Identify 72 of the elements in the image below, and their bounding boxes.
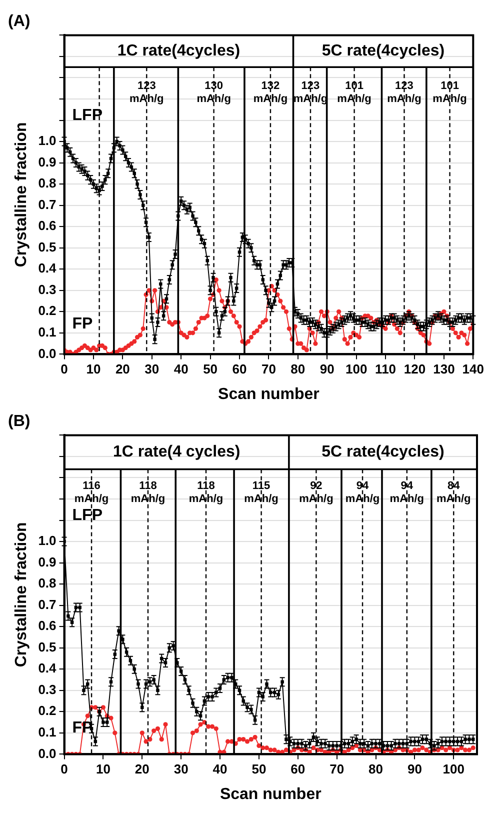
x-tick-label: 80 — [368, 762, 383, 777]
y-tick-label: 0.2 — [38, 703, 56, 718]
annotation: 5C rate(4cycles) — [322, 444, 444, 461]
y-axis-title: Crystalline fraction — [13, 122, 30, 268]
x-tick-label: 110 — [375, 362, 396, 377]
x-tick-label: 50 — [252, 762, 266, 777]
y-tick-label: 0.9 — [38, 154, 56, 170]
x-tick-label: 10 — [96, 762, 110, 777]
y-tick-label: 0.0 — [38, 346, 56, 361]
y-tick-label: 0.0 — [38, 746, 56, 761]
x-tick-label: 40 — [174, 362, 188, 377]
annotation: 101 mAh/g — [432, 80, 467, 106]
x-axis-title: Scan number — [218, 386, 320, 403]
x-tick-label: 70 — [261, 362, 276, 377]
y-tick-label: 0.5 — [38, 639, 56, 654]
x-tick-label: 40 — [212, 762, 228, 777]
annotation: 1C rate(4cycles) — [117, 42, 240, 60]
annotation: 101 mAh/g — [337, 80, 372, 106]
y-tick-label: 0.7 — [38, 596, 56, 612]
y-tick-label: 0.6 — [38, 618, 56, 634]
y-tick-label: 0.1 — [38, 324, 56, 340]
y-tick-label: 0.1 — [38, 724, 56, 740]
y-tick-label: 0.7 — [38, 196, 56, 212]
y-tick-label: 0.2 — [38, 303, 56, 318]
y-tick-label: 1.0 — [38, 533, 56, 548]
x-tick-label: 20 — [115, 362, 130, 377]
y-tick-label: 0.4 — [38, 660, 58, 676]
y-tick-label: 0.6 — [38, 218, 56, 234]
annotation: 123 mAh/g — [387, 80, 422, 106]
annotation: 132 mAh/g — [253, 80, 288, 106]
x-tick-label: 0 — [60, 762, 68, 777]
annotation: 130 mAh/g — [196, 80, 231, 106]
x-tick-label: 80 — [290, 362, 306, 377]
y-tick-label: 0.8 — [38, 576, 56, 591]
chart-title: (A) — [8, 13, 30, 30]
y-tick-label: 0.3 — [38, 682, 56, 697]
x-tick-label: 60 — [232, 362, 247, 377]
x-tick-label: 100 — [345, 362, 368, 377]
x-tick-label: 30 — [144, 362, 160, 377]
x-tick-label: 100 — [442, 762, 464, 777]
y-tick-label: 1.0 — [38, 133, 56, 148]
x-tick-label: 0 — [60, 362, 68, 377]
annotation: 5C rate(4cycles) — [322, 42, 445, 60]
y-tick-label: 0.5 — [38, 239, 56, 254]
y-tick-label: 0.4 — [38, 260, 58, 276]
y-axis-title: Crystalline fraction — [13, 522, 30, 668]
annotation: 1C rate(4 cycles) — [113, 444, 240, 461]
annotation: 94 mAh/g — [390, 480, 424, 506]
y-tick-label: 0.8 — [38, 176, 56, 191]
x-tick-label: 20 — [134, 762, 150, 777]
annotation: 123 mAh/g — [130, 80, 164, 106]
annotation: 92 mAh/g — [299, 480, 334, 506]
x-tick-label: 90 — [320, 362, 334, 377]
x-tick-label: 140 — [462, 362, 484, 377]
x-tick-label: 30 — [174, 762, 188, 777]
x-tick-label: 10 — [86, 362, 101, 377]
annotation: 84 mAh/g — [436, 480, 471, 506]
x-tick-label: 70 — [330, 762, 344, 777]
x-tick-label: 130 — [433, 362, 455, 377]
x-tick-label: 60 — [290, 762, 306, 777]
annotation: 115 mAh/g — [244, 480, 278, 506]
x-tick-label: 50 — [203, 362, 218, 377]
series-label: LFP — [72, 506, 103, 524]
series-label: FP — [72, 315, 94, 332]
y-tick-label: 0.9 — [38, 554, 56, 570]
x-tick-label: 90 — [407, 762, 422, 777]
series-label: LFP — [72, 106, 103, 124]
x-axis-title: Scan number — [220, 786, 322, 803]
chart-title: (B) — [8, 413, 30, 430]
annotation: 94 mAh/g — [345, 480, 380, 506]
y-tick-label: 0.3 — [38, 282, 56, 297]
x-tick-label: 120 — [404, 362, 426, 377]
